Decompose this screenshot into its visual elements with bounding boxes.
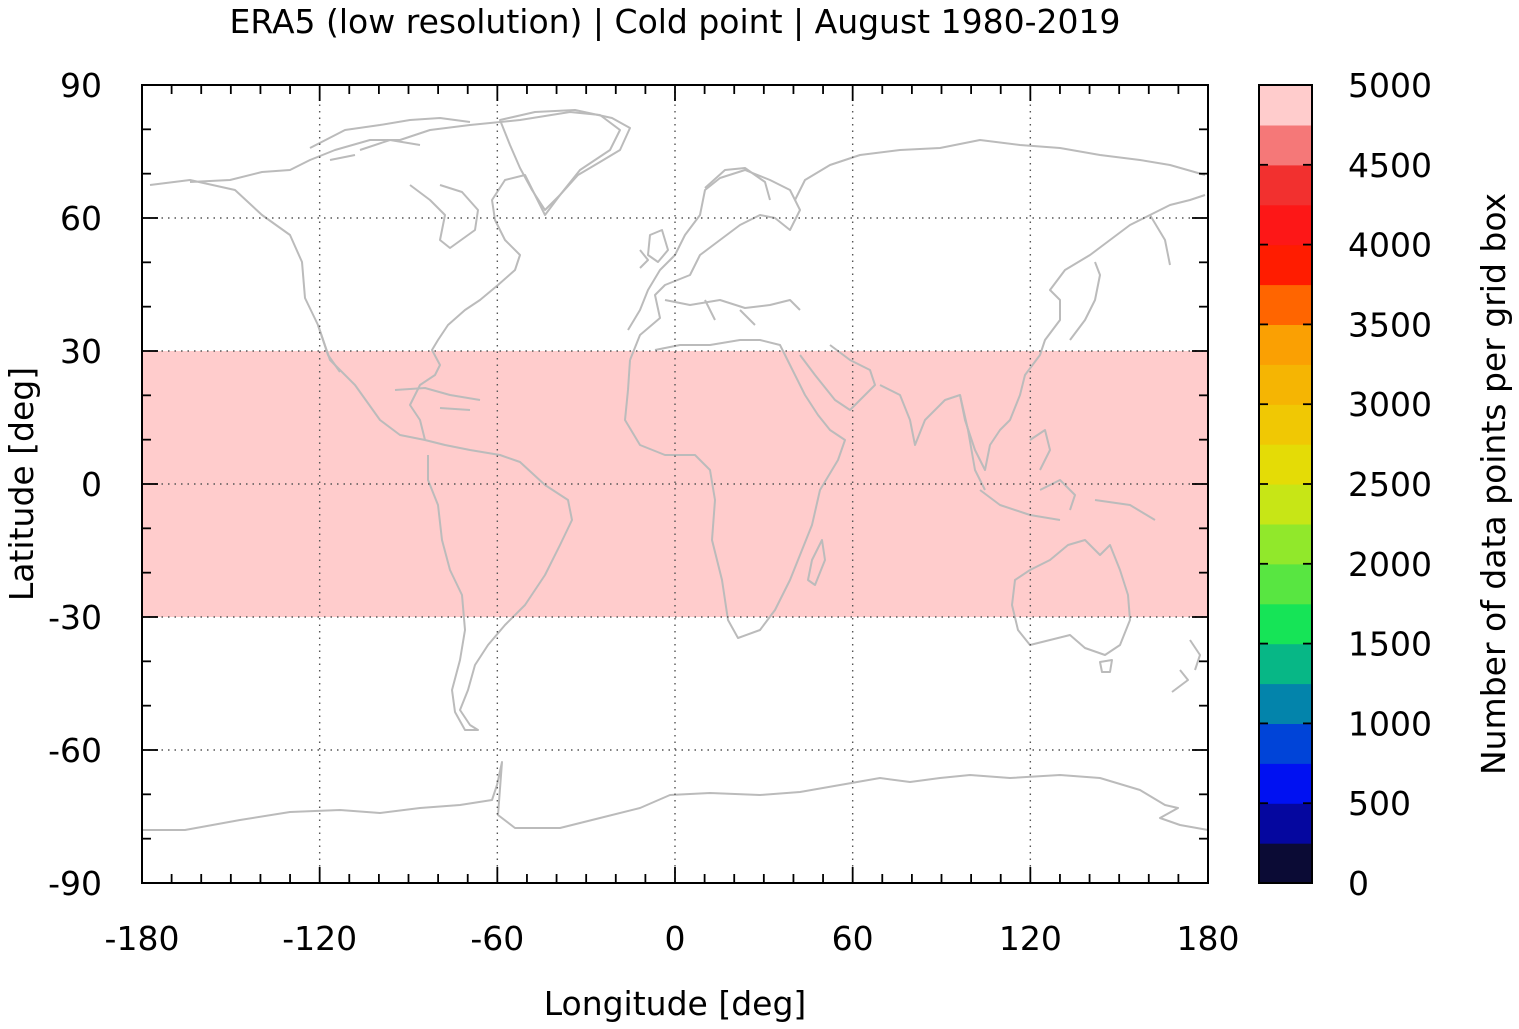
coast-mediterranean: [664, 299, 801, 326]
x-tick-label: -120: [282, 919, 357, 958]
coast-hudson-bay: [409, 184, 479, 249]
colorbar-segment: [1259, 204, 1312, 246]
coast-baja: [317, 324, 341, 373]
y-tick-label: 30: [60, 332, 102, 371]
y-tick-label: -30: [48, 598, 102, 637]
colorbar-tick-label: 4000: [1348, 226, 1432, 265]
coast-south-america: [424, 439, 573, 731]
colorbar-segment: [1259, 284, 1312, 325]
coast-kamchatka: [1149, 214, 1171, 266]
colorbar-tick-label: 500: [1348, 784, 1411, 823]
coast-japan: [1069, 261, 1101, 341]
colorbar-segment: [1259, 244, 1312, 286]
colorbar-segment: [1259, 444, 1312, 485]
colorbar-segment: [1259, 484, 1312, 525]
coast-new-zealand: [1171, 639, 1201, 693]
colorbar-segment: [1259, 683, 1312, 724]
grid-lines: [142, 85, 1208, 883]
colorbar-tick-label: 1500: [1348, 625, 1432, 664]
axis-ticks: [141, 84, 1209, 884]
colorbar-tick-label: 0: [1348, 864, 1369, 903]
coast-caribbean: [394, 387, 481, 411]
x-tick-label: 120: [999, 919, 1062, 958]
coast-arabia: [799, 344, 876, 411]
coast-southeast-asia: [959, 394, 1051, 491]
y-tick-label: -90: [48, 864, 102, 903]
colorbar-tick-label: 3500: [1348, 305, 1432, 344]
colorbar-segment: [1259, 124, 1312, 166]
colorbar-segment: [1259, 164, 1312, 206]
colorbar-segment: [1259, 603, 1312, 645]
colorbar-tick-label: 4500: [1348, 146, 1432, 185]
colorbar-tick-label: 1000: [1348, 704, 1432, 743]
y-tick-label: 60: [60, 199, 102, 238]
x-tick-label: 180: [1177, 919, 1240, 958]
coastlines: [142, 109, 1209, 831]
colorbar-segment: [1259, 763, 1312, 804]
x-axis-label: Longitude [deg]: [544, 984, 807, 1023]
colorbar-segment: [1259, 803, 1312, 844]
colorbar-segment: [1259, 723, 1312, 764]
coast-asia: [794, 139, 1206, 471]
y-tick-labels: 90 60 30 0 -30 -60 -90: [48, 66, 102, 903]
colorbar-segment: [1259, 404, 1312, 445]
colorbar-tick-label: 2000: [1348, 545, 1432, 584]
coast-british-isles: [639, 229, 669, 269]
chart-title: ERA5 (low resolution) | Cold point | Aug…: [230, 2, 1121, 41]
colorbar-frame: [1258, 84, 1313, 884]
coast-africa: [624, 339, 846, 639]
x-tick-label: 60: [832, 919, 874, 958]
colorbar-segment: [1259, 364, 1312, 405]
colorbar: [1259, 85, 1312, 884]
coast-madagascar: [807, 539, 826, 586]
colorbar-segment: [1259, 643, 1312, 685]
coast-tasmania: [1099, 659, 1113, 673]
colorbar-tick-label: 3000: [1348, 385, 1432, 424]
y-tick-label: 0: [81, 465, 102, 504]
coast-arctic-islands: [309, 117, 471, 161]
y-tick-label: 90: [60, 66, 102, 105]
y-axis-label: Latitude [deg]: [2, 367, 41, 601]
x-tick-labels: -180 -120 -60 0 60 120 180: [105, 919, 1240, 958]
colorbar-tick-labels: 0 500 1000 1500 2000 2500 3000 3500 4000 4500 5000: [1348, 66, 1432, 903]
colorbar-segment: [1259, 563, 1312, 605]
coast-scandinavia: [704, 167, 771, 201]
coast-antarctica: [142, 761, 1209, 831]
colorbar-segment: [1259, 843, 1312, 884]
colorbar-tick-label: 5000: [1348, 66, 1432, 105]
colorbar-tick-label: 2500: [1348, 465, 1432, 504]
y-tick-label: -60: [48, 731, 102, 770]
x-tick-label: -60: [470, 919, 524, 958]
coast-indonesia: [979, 479, 1156, 521]
x-tick-label: -180: [105, 919, 180, 958]
coast-greenland: [499, 109, 631, 211]
colorbar-segment: [1259, 324, 1312, 365]
colorbar-label: Number of data points per grid box: [1474, 193, 1513, 775]
x-tick-label: 0: [665, 919, 686, 958]
colorbar-segment: [1259, 85, 1312, 126]
colorbar-segment: [1259, 523, 1312, 565]
